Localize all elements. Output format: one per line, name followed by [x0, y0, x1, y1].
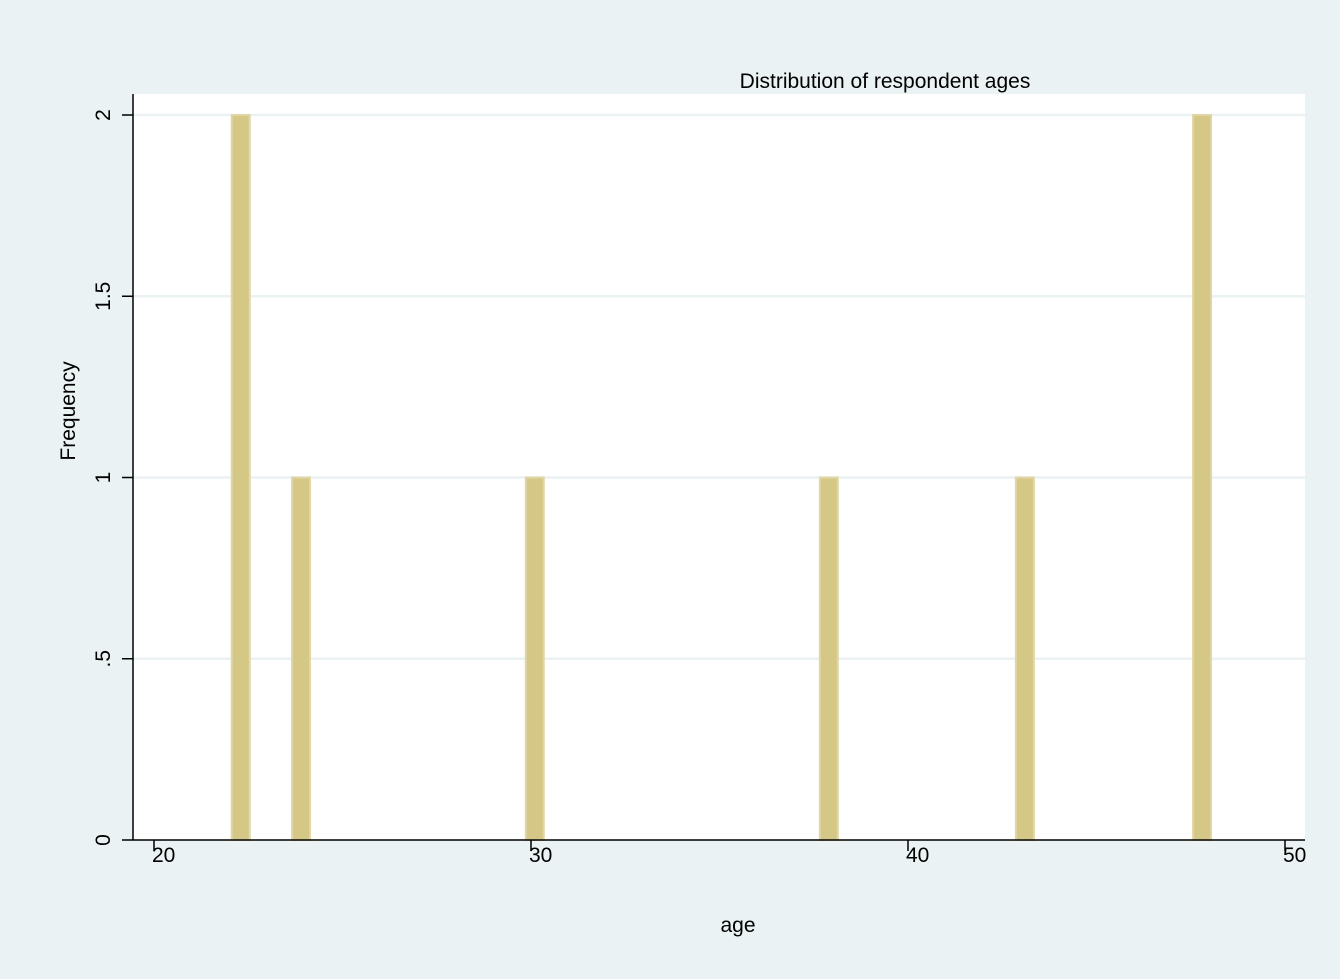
gridlines — [133, 113, 1305, 660]
plot-area — [133, 94, 1305, 840]
histogram-bar — [1192, 114, 1213, 841]
y-tick-label: 2 — [92, 109, 115, 121]
y-ticks: 0 .5 1 1.5 2 — [92, 109, 133, 846]
histogram-bar — [818, 476, 839, 841]
y-tick-label: 1.5 — [92, 282, 115, 311]
y-tick-label: 1 — [92, 472, 115, 484]
histogram-bar — [524, 476, 545, 841]
histogram-bar — [291, 476, 312, 841]
histogram-bar — [230, 114, 251, 841]
histogram-bar — [1014, 476, 1035, 841]
bars — [230, 114, 1213, 841]
x-tick-label: 40 — [906, 844, 929, 867]
y-tick-label: 0 — [92, 834, 115, 846]
chart-title: Distribution of respondent ages — [740, 70, 1031, 93]
y-axis-label: Frequency — [57, 361, 80, 461]
y-tick-label: .5 — [92, 650, 115, 668]
x-tick-label: 30 — [529, 844, 552, 867]
x-tick-label: 50 — [1283, 844, 1306, 867]
x-axis-label: age — [720, 914, 755, 937]
x-ticks: 20 30 40 50 — [152, 840, 1306, 867]
x-tick-label: 20 — [152, 844, 175, 867]
